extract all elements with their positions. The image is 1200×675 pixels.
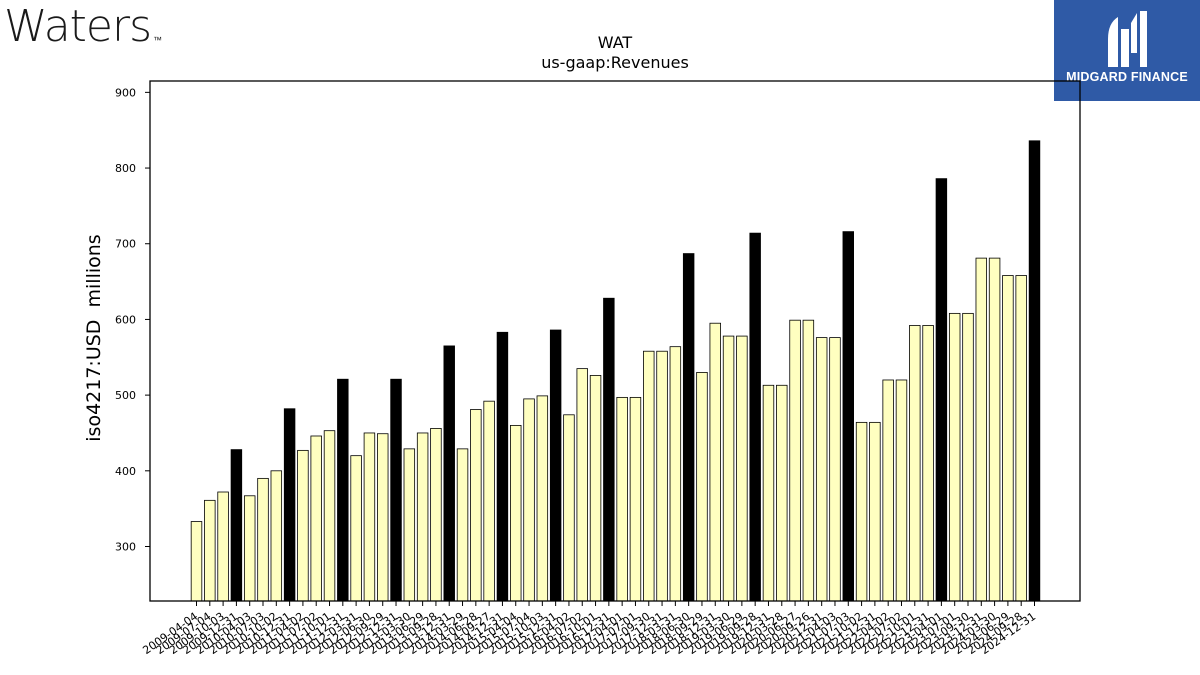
bar <box>323 430 336 602</box>
y-tick-label: 700 <box>115 238 136 251</box>
bar <box>869 421 881 602</box>
bar <box>656 350 668 602</box>
bar <box>549 329 562 602</box>
bar <box>829 337 841 602</box>
bar <box>443 345 455 602</box>
waters-logo-tm: ™ <box>153 36 162 46</box>
bar <box>962 312 974 602</box>
bar <box>390 378 402 602</box>
bar <box>536 395 549 602</box>
bar <box>776 384 788 602</box>
midgard-finance-logo: MIDGARD FINANCE <box>1054 0 1200 101</box>
bar <box>629 396 642 602</box>
bar <box>523 398 535 602</box>
plot-frame <box>149 80 1081 602</box>
waters-logo-text: Waters <box>4 1 152 52</box>
bar <box>855 421 868 602</box>
bar <box>789 319 801 602</box>
bar <box>589 375 602 602</box>
waters-logo: Waters ™ <box>4 1 162 52</box>
bar <box>842 231 854 602</box>
bar <box>988 257 1001 602</box>
chart-subtitle: us-gaap:Revenues <box>541 53 689 72</box>
bar <box>310 435 322 602</box>
bar <box>576 368 588 602</box>
y-tick-label: 500 <box>115 389 136 402</box>
bar <box>935 178 948 602</box>
bar <box>190 521 203 602</box>
bar <box>456 448 469 602</box>
bar <box>762 384 775 602</box>
bar <box>430 428 442 602</box>
y-axis-label: iso4217:USD millions <box>83 234 105 441</box>
bar <box>749 232 761 602</box>
bar <box>243 495 256 602</box>
bar <box>510 424 522 602</box>
bar <box>297 449 309 602</box>
bar <box>363 432 376 602</box>
bar <box>709 322 721 602</box>
bar <box>722 335 735 602</box>
chart-title: WAT <box>598 33 633 52</box>
bar <box>470 409 482 602</box>
x-axis: 2009-04-042009-07-042009-10-032009-12-31… <box>140 601 1038 657</box>
bar <box>1002 275 1014 602</box>
bar <box>909 325 921 602</box>
y-tick-label: 300 <box>115 541 136 554</box>
bar <box>975 257 988 602</box>
bar <box>416 432 429 602</box>
y-tick-label: 900 <box>115 86 136 99</box>
bar <box>377 433 389 602</box>
bar <box>217 491 229 602</box>
bar <box>882 379 894 602</box>
bar <box>496 331 509 602</box>
bar <box>922 325 934 602</box>
bar <box>669 346 682 602</box>
y-tick-label: 800 <box>115 162 136 175</box>
bar <box>1028 140 1041 602</box>
bar <box>736 335 748 602</box>
y-tick-label: 600 <box>115 313 136 326</box>
bar <box>563 414 575 602</box>
bar <box>603 297 615 602</box>
bar <box>696 372 708 602</box>
bar <box>204 499 216 602</box>
bar <box>337 378 349 602</box>
bar <box>403 448 416 602</box>
bar <box>643 350 655 602</box>
midgard-logo-text: MIDGARD FINANCE <box>1066 70 1188 84</box>
bar <box>682 253 695 602</box>
y-tick-label: 400 <box>115 465 136 478</box>
bar <box>802 319 815 602</box>
bar <box>483 400 495 602</box>
bar <box>815 337 828 602</box>
y-axis: 300 400 500 600 700 800 900 <box>115 86 150 554</box>
bar <box>1015 275 1027 602</box>
bar <box>257 477 269 602</box>
midgard-mark-icon <box>1108 11 1147 67</box>
bar <box>895 379 908 602</box>
bar <box>270 470 283 602</box>
bar <box>350 455 362 602</box>
bar <box>616 396 628 602</box>
bar-series <box>190 140 1041 602</box>
bar <box>230 449 243 602</box>
bar <box>283 408 296 602</box>
bar <box>948 312 961 602</box>
